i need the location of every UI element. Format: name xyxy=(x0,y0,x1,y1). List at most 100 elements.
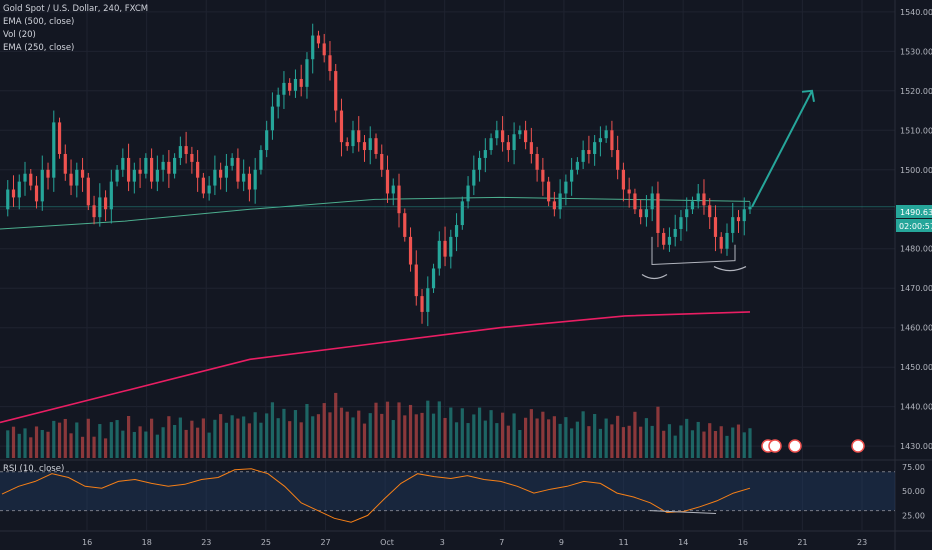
volume-bar xyxy=(736,424,741,458)
volume-bar xyxy=(236,418,240,458)
candle-body xyxy=(173,157,177,174)
candle-body xyxy=(719,236,723,249)
time-tick-label: 16 xyxy=(82,538,92,547)
candle-body xyxy=(46,169,50,178)
candle-body xyxy=(477,157,482,170)
candle-body xyxy=(524,130,528,143)
volume-bar xyxy=(184,429,188,458)
candle-body xyxy=(535,153,539,170)
volume-bar xyxy=(581,411,585,458)
volume-bar xyxy=(454,422,459,458)
volume-bar xyxy=(63,418,67,458)
candle-body xyxy=(305,59,309,87)
candle-body xyxy=(23,173,27,182)
volume-bar xyxy=(362,423,367,458)
volume-bar xyxy=(385,401,390,458)
volume-bar xyxy=(345,411,349,458)
candle-body xyxy=(725,232,729,249)
volume-bar xyxy=(604,418,608,458)
candle-body xyxy=(690,201,695,210)
candle-body xyxy=(86,177,90,206)
volume-bar xyxy=(144,431,148,458)
legend-vol[interactable]: Vol (20) xyxy=(3,30,36,40)
event-marker-icon[interactable] xyxy=(851,439,865,453)
volume-bar xyxy=(339,407,344,458)
candle-body xyxy=(126,157,131,182)
candle-body xyxy=(17,181,21,198)
price-tick-label: 1530.00 xyxy=(900,47,932,56)
volume-bar xyxy=(500,412,505,458)
candle-body xyxy=(138,169,142,174)
event-marker-icon[interactable] xyxy=(788,439,802,453)
rsi-axis[interactable]: 75.00 50.00 25.00 xyxy=(902,463,925,521)
volume-bar xyxy=(351,417,355,458)
volume-bar xyxy=(627,425,631,458)
time-axis[interactable]: 16 18 23 25 27 Oct 3 7 9 11 14 16 21 23 xyxy=(82,538,867,547)
volume-bar xyxy=(477,407,482,458)
volume-bar xyxy=(86,418,90,458)
volume-bar xyxy=(138,426,142,458)
volume-bar xyxy=(414,414,418,458)
legend-ema250[interactable]: EMA (250, close) xyxy=(3,43,75,53)
volume-bar xyxy=(725,435,729,458)
price-tick-label: 1540.00 xyxy=(900,8,932,17)
event-markers[interactable] xyxy=(761,439,865,453)
candle-body xyxy=(518,130,522,135)
legend-symbol[interactable]: Gold Spot / U.S. Dollar, 240, FXCM xyxy=(3,4,149,14)
volume-bar xyxy=(103,438,108,458)
candle-body xyxy=(621,169,626,190)
candle-body xyxy=(161,161,165,170)
annotations xyxy=(641,89,815,280)
candle-body xyxy=(397,185,401,214)
volume-bar xyxy=(408,404,413,458)
ema500-line xyxy=(0,196,751,230)
volume-bar xyxy=(380,413,384,458)
rsi-tick-label: 25.00 xyxy=(902,511,925,520)
price-tag: 1490.63 xyxy=(900,208,932,217)
price-tags: 1490.63 02:00:57 xyxy=(896,205,932,232)
rsi-legend[interactable]: RSI (10, close) xyxy=(3,464,65,474)
candle-body xyxy=(40,169,44,202)
time-tick-label: 18 xyxy=(142,538,152,547)
volume-bar xyxy=(529,409,533,458)
candle-body xyxy=(587,150,591,154)
rsi-divergence-line xyxy=(649,510,717,514)
candle-body xyxy=(564,181,568,194)
volume-bar xyxy=(719,426,723,458)
candle-body xyxy=(679,217,683,229)
volume-bar xyxy=(173,424,177,458)
candle-body xyxy=(426,288,430,312)
candle-body xyxy=(483,150,487,158)
volume-bar xyxy=(334,392,338,458)
candle-body xyxy=(604,130,608,139)
price-axis[interactable]: 1540.00 1530.00 1520.00 1510.00 1500.00 1490.… xyxy=(900,8,932,451)
volume-bar xyxy=(6,430,10,458)
volume-bar xyxy=(610,424,614,458)
legend-ema500[interactable]: EMA (500, close) xyxy=(3,17,75,27)
candle-body xyxy=(552,201,556,210)
candle-body xyxy=(437,240,441,269)
candle-body xyxy=(63,153,67,174)
time-tick-label: 11 xyxy=(619,538,629,547)
candle-body xyxy=(253,169,257,190)
volume-bar xyxy=(483,420,487,458)
event-marker-icon[interactable] xyxy=(768,439,782,453)
ema250-line xyxy=(0,311,751,424)
candle-body xyxy=(662,232,666,245)
volume-bar xyxy=(673,435,677,458)
candle-body xyxy=(696,193,700,202)
volume-bar xyxy=(374,402,378,458)
candle-body xyxy=(431,268,436,289)
candle-body xyxy=(362,142,367,151)
candle-body xyxy=(196,161,200,178)
volume-bar xyxy=(748,428,752,458)
candle-body xyxy=(75,169,79,186)
candle-body xyxy=(736,217,741,222)
volume-bar xyxy=(449,407,453,458)
candle-body xyxy=(144,157,148,174)
price-tick-label: 1430.00 xyxy=(900,442,932,451)
candle-body xyxy=(34,185,39,202)
countdown-tag-bg xyxy=(896,219,932,232)
volume-bar xyxy=(219,414,223,458)
